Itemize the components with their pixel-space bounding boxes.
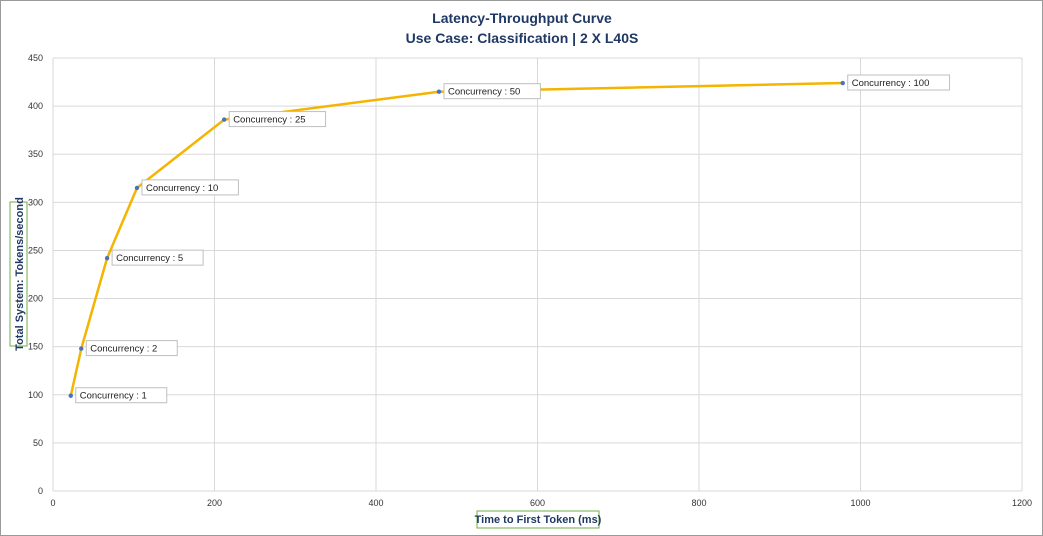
- y-axis-title-group: Total System: Tokens/second: [9, 197, 28, 351]
- data-label: Concurrency : 2: [90, 344, 157, 355]
- x-tick-label: 1200: [1012, 498, 1032, 508]
- data-label-box: [75, 387, 168, 404]
- series-layer: [68, 80, 845, 398]
- data-label: Concurrency : 100: [852, 78, 930, 89]
- data-label: Concurrency : 1: [80, 391, 147, 402]
- y-axis-title: Total System: Tokens/second: [14, 197, 26, 351]
- data-label-box: [111, 249, 204, 266]
- y-tick-label: 450: [28, 53, 43, 63]
- data-point-marker: [221, 117, 227, 122]
- data-point-marker: [104, 255, 110, 261]
- data-label: Concurrency : 25: [233, 115, 305, 126]
- data-point-marker: [68, 393, 73, 398]
- data-label: Concurrency : 5: [116, 253, 183, 264]
- series-line: [69, 81, 843, 396]
- x-tick-label: 800: [691, 498, 706, 508]
- y-tick-label: 400: [28, 101, 43, 111]
- chart-subtitle: Use Case: Classification | 2 X L40S: [406, 30, 639, 46]
- y-tick-label: 300: [28, 197, 43, 207]
- data-label-box: [847, 74, 951, 91]
- x-tick-label: 0: [50, 498, 55, 508]
- y-tick-label: 250: [28, 245, 43, 255]
- y-axis-ticks: 0 50 100 150 200 250 300 350 400 450: [28, 53, 43, 496]
- y-tick-label: 0: [38, 486, 43, 496]
- x-axis-title-box: [476, 510, 600, 529]
- data-label-box: [443, 83, 541, 100]
- y-tick-label: 350: [28, 149, 43, 159]
- chart-title: Latency-Throughput Curve: [432, 10, 612, 26]
- x-tick-label: 1000: [850, 498, 870, 508]
- x-axis-ticks: 0 200 400 600 800 1000 1200: [50, 498, 1032, 508]
- y-tick-label: 150: [28, 342, 43, 352]
- y-tick-label: 200: [28, 294, 43, 304]
- x-axis-title: Time to First Token (ms): [475, 514, 602, 526]
- y-axis-title-box: [9, 201, 28, 347]
- y-tick-label: 50: [33, 438, 43, 448]
- data-point-marker: [436, 89, 442, 94]
- x-tick-label: 400: [368, 498, 383, 508]
- data-label: Concurrency : 50: [448, 87, 520, 98]
- data-label: Concurrency : 10: [146, 183, 218, 194]
- data-label-box: [141, 179, 239, 196]
- data-point-marker: [840, 80, 845, 86]
- data-point-marker: [79, 346, 84, 351]
- data-point-marker: [134, 185, 140, 191]
- data-label-box: [85, 340, 178, 357]
- y-tick-label: 100: [28, 390, 43, 400]
- data-label-box: [228, 111, 327, 128]
- grid-lines: [52, 57, 1023, 492]
- x-tick-label: 200: [207, 498, 222, 508]
- x-tick-label: 600: [530, 498, 545, 508]
- data-labels: Concurrency : 1 Concurrency : 2 Concurrenc…: [75, 74, 951, 404]
